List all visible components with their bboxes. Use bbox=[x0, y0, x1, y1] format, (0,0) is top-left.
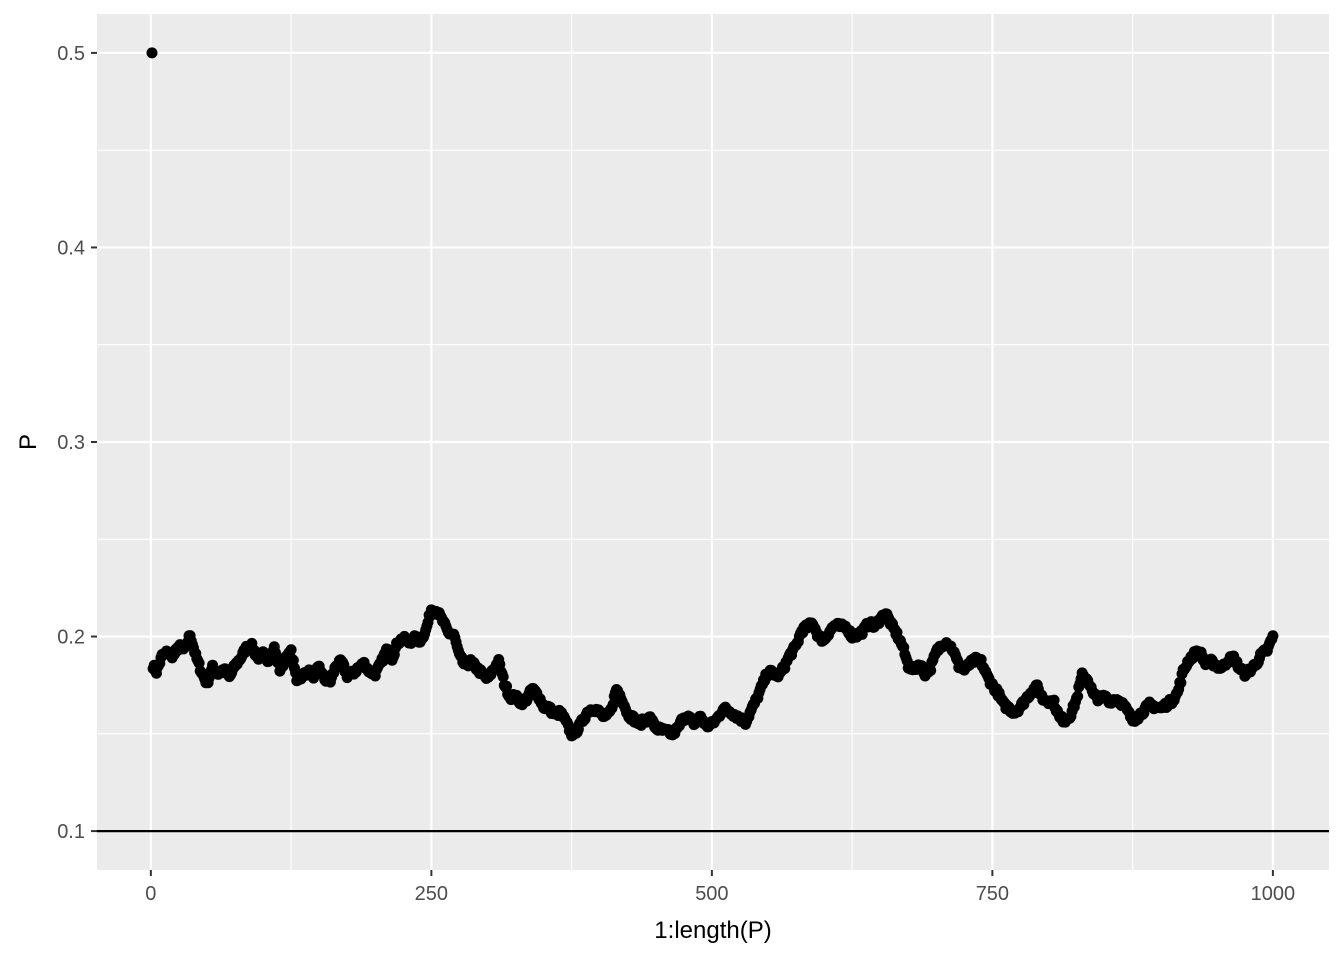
y-tick-label: 0.5 bbox=[57, 43, 85, 65]
data-point bbox=[607, 698, 619, 710]
data-point bbox=[285, 644, 297, 656]
x-tick-label: 0 bbox=[145, 883, 156, 905]
data-point bbox=[1048, 694, 1060, 706]
x-axis-title: 1:length(P) bbox=[654, 917, 771, 944]
data-points bbox=[146, 47, 1279, 742]
x-tick-label: 1000 bbox=[1251, 883, 1296, 905]
data-point bbox=[146, 47, 158, 59]
x-tick-label: 250 bbox=[415, 883, 448, 905]
y-tick-label: 0.1 bbox=[57, 821, 85, 843]
data-point bbox=[497, 671, 509, 683]
data-point bbox=[1072, 690, 1084, 702]
x-tick-label: 500 bbox=[695, 883, 728, 905]
y-axis: 0.1 0.2 0.3 0.4 0.5 bbox=[57, 43, 97, 843]
y-axis-title: P bbox=[15, 434, 42, 450]
major-gridlines bbox=[97, 14, 1329, 870]
data-point bbox=[501, 680, 513, 692]
data-point bbox=[1175, 677, 1187, 689]
y-tick-label: 0.3 bbox=[57, 432, 85, 454]
x-axis: 0 250 500 750 1000 bbox=[145, 870, 1295, 905]
data-point bbox=[1267, 630, 1279, 642]
y-tick-label: 0.2 bbox=[57, 627, 85, 649]
data-point bbox=[925, 664, 937, 676]
x-tick-label: 750 bbox=[976, 883, 1009, 905]
y-tick-label: 0.4 bbox=[57, 237, 85, 259]
